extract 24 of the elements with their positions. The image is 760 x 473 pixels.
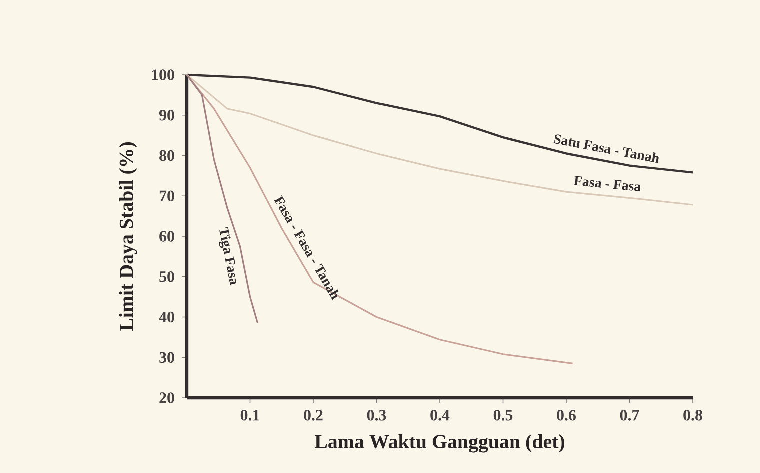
- y-tick-label: 20: [160, 392, 174, 404]
- text: Tiga Fasa: [219, 226, 236, 286]
- y-axis-title: Limit Daya Stabil (%): [119, 142, 138, 332]
- line-series: [186, 74, 694, 174]
- text: Satu Fasa - Tanah: [554, 134, 659, 164]
- x-tick-label: 0.3: [367, 410, 386, 421]
- y-tick-label: 100: [152, 70, 174, 80]
- y-tick-label: 40: [159, 312, 174, 323]
- y-tick-label: 90: [159, 110, 174, 121]
- x-tick-label: 0.5: [494, 410, 513, 421]
- text: Fasa - Fasa: [574, 176, 641, 192]
- y-tick-label: 80: [160, 150, 174, 162]
- x-axis-title: Lama Waktu Gangguan (det): [314, 434, 564, 453]
- y-tick-label: 60: [160, 231, 174, 242]
- y-tick-label: 30: [160, 352, 174, 364]
- line-series: [186, 74, 259, 324]
- x-tick-label: 0.6: [557, 410, 576, 421]
- x-tick-label: 0.2: [304, 410, 323, 421]
- x-tick-label: 0.4: [430, 410, 450, 421]
- y-tick-label: 70: [160, 190, 174, 202]
- x-tick-label: 0.7: [620, 410, 640, 421]
- y-tick-label: 50: [160, 272, 174, 282]
- x-tick-label: 0.8: [684, 410, 702, 421]
- x-tick-label: 0.1: [240, 410, 260, 421]
